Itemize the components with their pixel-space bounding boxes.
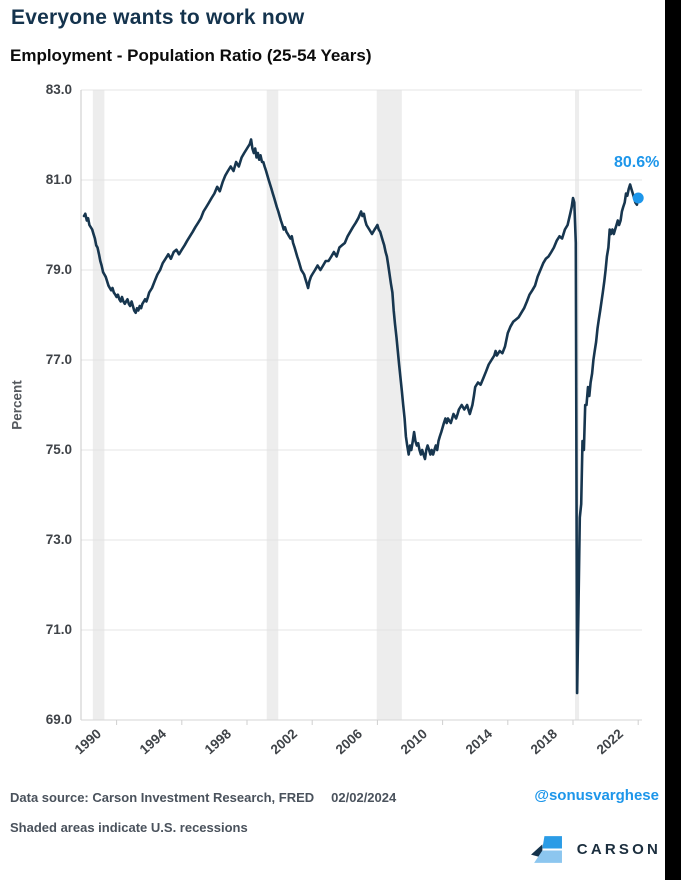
twitter-handle[interactable]: @sonusvarghese: [534, 787, 659, 804]
y-tick-label: 81.0: [45, 172, 72, 187]
y-tick-label: 77.0: [45, 352, 72, 367]
right-black-bar: [665, 0, 681, 880]
recession-note: Shaded areas indicate U.S. recessions: [10, 820, 248, 835]
chart-subtitle: Employment - Population Ratio (25-54 Yea…: [10, 46, 372, 65]
series-line: [82, 138, 640, 695]
y-tick-label: 71.0: [45, 622, 72, 637]
y-axis-title: Percent: [9, 380, 25, 430]
carson-logo: CARSON: [530, 835, 661, 864]
y-tick-label: 73.0: [45, 532, 72, 547]
last-point-marker: [632, 192, 644, 204]
last-value-label: 80.6%: [614, 154, 660, 171]
y-tick-label: 79.0: [45, 262, 72, 277]
chart-date: 02/02/2024: [331, 790, 397, 805]
carson-logo-icon: [530, 835, 563, 864]
recession-band: [266, 90, 279, 720]
y-tick-label: 75.0: [45, 442, 72, 457]
recession-band: [376, 90, 402, 720]
recession-band: [92, 90, 105, 720]
y-tick-label: 83.0: [45, 82, 72, 97]
page-title: Everyone wants to work now: [11, 6, 305, 29]
carson-wordmark: CARSON: [576, 841, 661, 858]
footer-source-row: Data source: Carson Investment Research,…: [10, 790, 396, 805]
data-source-text: Data source: Carson Investment Research,…: [10, 790, 315, 805]
y-tick-label: 69.0: [45, 712, 72, 727]
